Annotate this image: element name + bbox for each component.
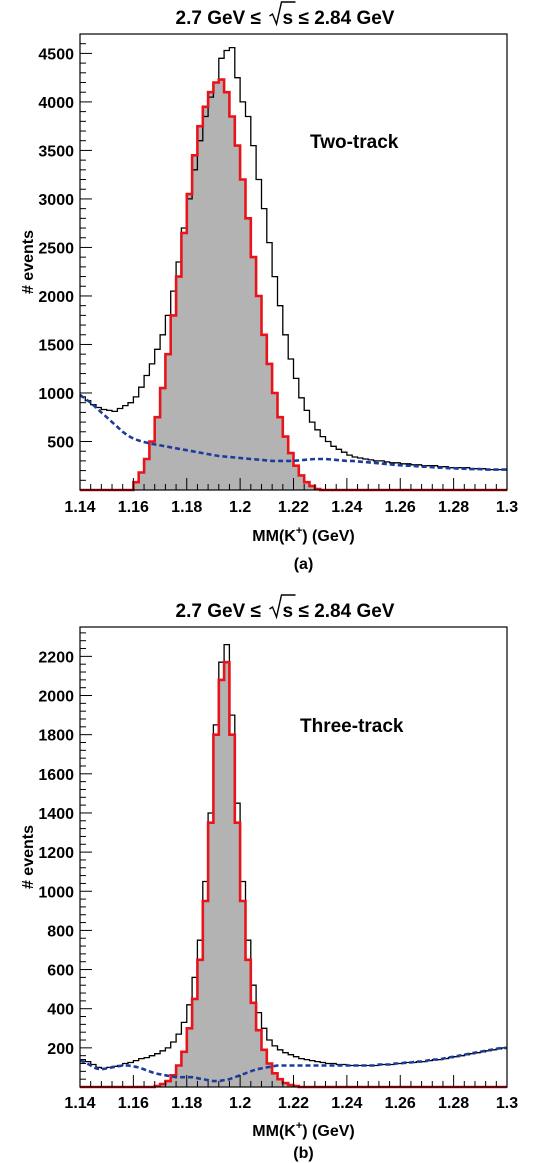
x-axis-label: MM(K+) (GeV) [252, 525, 354, 545]
title-sqrt-var: s [283, 601, 294, 622]
x-tick-label: 1.18 [171, 499, 202, 516]
sqrt-radical-icon [269, 594, 296, 620]
y-tick-label: 2000 [38, 289, 74, 306]
x-tick-label: 1.2 [229, 1095, 251, 1112]
x-tick-label: 1.22 [278, 499, 309, 516]
y-tick-label: 4500 [38, 46, 74, 63]
x-axis-label-unit: ) (GeV) [302, 1123, 354, 1140]
y-tick-label: 200 [47, 1041, 74, 1058]
x-tick-label: 1.22 [278, 1095, 309, 1112]
y-axis-label: # events [20, 230, 37, 294]
x-tick-label: 1.3 [496, 1095, 518, 1112]
x-axis-label-sup: + [296, 525, 302, 537]
y-tick-label: 2500 [38, 240, 74, 257]
chart-panel-a: 1.14 1.16 1.18 1.2 1.22 1.24 1.26 1.28 1.3 500 100… [20, 1, 518, 573]
y-tick-label: 1000 [38, 386, 74, 403]
y-tick-label: 1000 [38, 884, 74, 901]
x-tick-label: 1.24 [331, 499, 362, 516]
x-axis-label-main: MM(K [252, 1123, 296, 1140]
y-tick-label: 2000 [38, 689, 74, 706]
panel-caption: (a) [294, 556, 314, 573]
x-axis-label-sup: + [296, 1120, 302, 1132]
title-suffix: ≤ 2.84 GeV [299, 8, 395, 29]
y-tick-label: 600 [47, 963, 74, 980]
x-tick-label: 1.24 [331, 1095, 362, 1112]
chart-title: 2.7 GeV ≤ s ≤ 2.84 GeV [176, 594, 395, 622]
x-tick-label: 1.26 [385, 1095, 416, 1112]
plot-frame [79, 626, 508, 1088]
y-tick-label: 1400 [38, 806, 74, 823]
title-sqrt-var: s [283, 8, 294, 29]
sqrt-radical-icon [269, 1, 296, 27]
title-prefix: 2.7 GeV ≤ [176, 8, 261, 29]
total-histogram-line [80, 46, 507, 471]
y-tick-label: 500 [47, 434, 74, 451]
plot-frame [79, 33, 508, 491]
y-tick-label: 800 [47, 923, 74, 940]
panel-annotation: Three-track [300, 716, 404, 737]
signal-histogram-line [80, 660, 507, 1089]
chart-title: 2.7 GeV ≤ s ≤ 2.84 GeV [176, 1, 395, 29]
y-tick-label: 3000 [38, 192, 74, 209]
y-tick-label: 1200 [38, 845, 74, 862]
y-tick-label: 1800 [38, 728, 74, 745]
background-dashed-line [79, 1046, 507, 1083]
title-prefix: 2.7 GeV ≤ [176, 601, 261, 622]
signal-fill-area [80, 79, 507, 490]
signal-histogram-line [80, 78, 507, 492]
signal-fill-area [80, 662, 507, 1087]
title-suffix: ≤ 2.84 GeV [299, 601, 395, 622]
chart-panel-b: 1.14 1.16 1.18 1.2 1.22 1.24 1.26 1.28 1.3 200 400… [20, 594, 518, 1162]
x-axis-label-unit: ) (GeV) [302, 528, 354, 545]
panel-annotation: Two-track [310, 132, 399, 153]
panel-caption: (b) [293, 1145, 313, 1162]
x-tick-label: 1.16 [118, 1095, 149, 1112]
y-axis-label: # events [20, 825, 37, 889]
total-histogram-line [80, 643, 507, 1070]
x-tick-label: 1.28 [438, 499, 469, 516]
x-axis-label-main: MM(K [252, 528, 296, 545]
x-tick-label: 1.26 [385, 499, 416, 516]
x-tick-label: 1.14 [64, 1095, 95, 1112]
y-tick-label: 400 [47, 1002, 74, 1019]
x-tick-label: 1.28 [438, 1095, 469, 1112]
x-tick-label: 1.16 [118, 499, 149, 516]
x-tick-label: 1.2 [229, 499, 251, 516]
y-tick-label: 2200 [38, 649, 74, 666]
x-tick-label: 1.3 [496, 499, 518, 516]
x-axis-label: MM(K+) (GeV) [252, 1120, 354, 1140]
y-tick-label: 1600 [38, 767, 74, 784]
x-tick-label: 1.14 [64, 499, 95, 516]
y-tick-label: 1500 [38, 337, 74, 354]
x-tick-label: 1.18 [171, 1095, 202, 1112]
y-tick-label: 4000 [38, 95, 74, 112]
y-tick-label: 3500 [38, 143, 74, 160]
